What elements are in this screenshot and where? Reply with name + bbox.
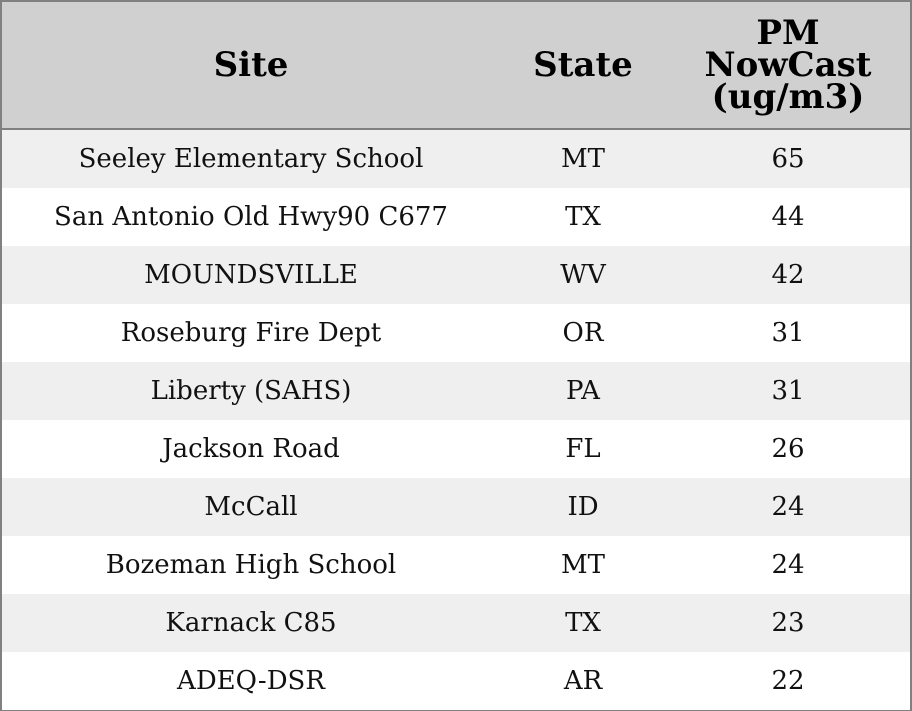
table-cell: 65	[666, 129, 910, 188]
table-row: MOUNDSVILLE WV 42	[2, 246, 910, 304]
header-text: Site	[213, 45, 289, 85]
table-cell: MT	[500, 536, 666, 594]
header-text: PM NowCast (ug/m3)	[704, 13, 872, 117]
column-header: State	[500, 2, 666, 130]
table-row: Karnack C85 TX 23	[2, 594, 910, 652]
table-cell: AR	[500, 652, 666, 710]
table-row: San Antonio Old Hwy90 C677 TX 44	[2, 188, 910, 246]
table-cell: 26	[666, 420, 910, 478]
table-row: McCall ID 24	[2, 478, 910, 536]
table-row: Jackson Road FL 26	[2, 420, 910, 478]
table-body: Seeley Elementary School MT 65 San Antonio …	[2, 129, 910, 710]
column-header: Site	[2, 2, 500, 130]
table-cell: WV	[500, 246, 666, 304]
table-cell: Karnack C85	[2, 594, 500, 652]
table-cell: 42	[666, 246, 910, 304]
header-row: Site State PM NowCast (ug/m3)	[2, 2, 910, 130]
table-cell: Liberty (SAHS)	[2, 362, 500, 420]
table-row: Liberty (SAHS) PA 31	[2, 362, 910, 420]
table-cell: 23	[666, 594, 910, 652]
table-cell: ADEQ-DSR	[2, 652, 500, 710]
table-cell: TX	[500, 188, 666, 246]
table-cell: ID	[500, 478, 666, 536]
table-cell: 24	[666, 536, 910, 594]
table-cell: 31	[666, 362, 910, 420]
table-cell: FL	[500, 420, 666, 478]
header-text: State	[533, 45, 633, 85]
table-cell: 24	[666, 478, 910, 536]
table-cell: 31	[666, 304, 910, 362]
table-cell: Seeley Elementary School	[2, 129, 500, 188]
table-cell: TX	[500, 594, 666, 652]
table-row: Seeley Elementary School MT 65	[2, 129, 910, 188]
table-cell: 44	[666, 188, 910, 246]
table-cell: OR	[500, 304, 666, 362]
table-cell: McCall	[2, 478, 500, 536]
table-row: Bozeman High School MT 24	[2, 536, 910, 594]
table-cell: San Antonio Old Hwy90 C677	[2, 188, 500, 246]
column-header: PM NowCast (ug/m3)	[666, 2, 910, 130]
table-cell: MOUNDSVILLE	[2, 246, 500, 304]
table-cell: 22	[666, 652, 910, 710]
table-row: Roseburg Fire Dept OR 31	[2, 304, 910, 362]
table-cell: MT	[500, 129, 666, 188]
table-cell: PA	[500, 362, 666, 420]
table-cell: Roseburg Fire Dept	[2, 304, 500, 362]
table-row: ADEQ-DSR AR 22	[2, 652, 910, 710]
table-cell: Jackson Road	[2, 420, 500, 478]
table-cell: Bozeman High School	[2, 536, 500, 594]
